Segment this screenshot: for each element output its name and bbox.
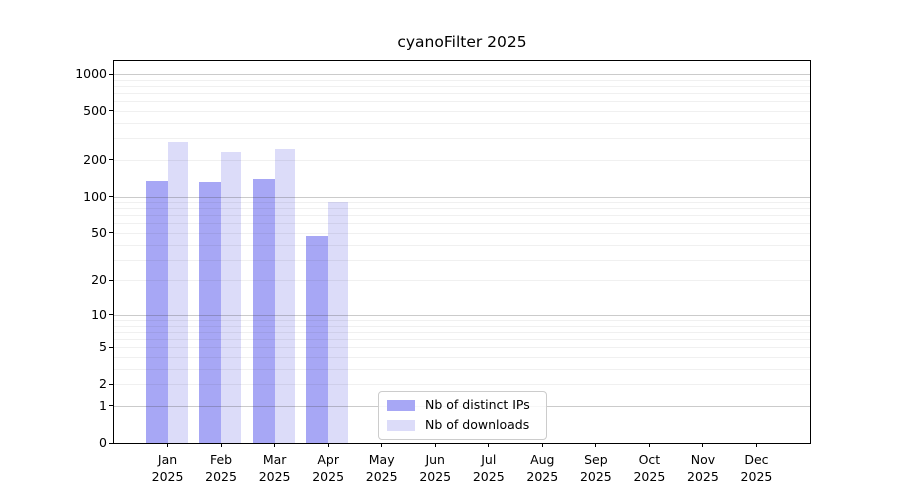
- y-tick-label: 5: [99, 339, 107, 355]
- x-tick: [274, 443, 276, 447]
- y-tick-label: 2: [99, 376, 107, 392]
- x-tick-label: Mar 2025: [258, 452, 291, 484]
- gridline: [114, 215, 810, 217]
- bar-nb-of-downloads-apr: [328, 202, 349, 443]
- x-tick-label: May 2025: [365, 452, 398, 484]
- legend: Nb of distinct IPs Nb of downloads: [378, 391, 547, 440]
- legend-label-downloads: Nb of downloads: [425, 417, 530, 432]
- y-tick-label: 1000: [75, 66, 107, 81]
- x-tick: [167, 443, 169, 447]
- x-tick-label: Feb 2025: [205, 452, 237, 484]
- gridline: [114, 202, 810, 204]
- x-tick-label: Jan 2025: [151, 452, 184, 484]
- gridline: [114, 138, 810, 140]
- y-tick: [109, 159, 113, 161]
- y-tick: [109, 196, 113, 197]
- gridline: [114, 85, 810, 87]
- gridline: [114, 93, 810, 95]
- y-tick: [109, 383, 113, 385]
- gridline: [114, 339, 810, 341]
- x-tick-label: Jul 2025: [472, 452, 505, 484]
- y-tick: [109, 73, 113, 75]
- gridline: [114, 159, 810, 161]
- gridline: [114, 347, 810, 349]
- y-tick-label: 50: [91, 224, 107, 240]
- gridline: [114, 208, 810, 210]
- x-tick: [648, 443, 650, 447]
- y-tick: [109, 314, 113, 316]
- y-tick-label: 200: [83, 151, 107, 167]
- x-tick: [595, 443, 597, 447]
- x-tick-label: Apr 2025: [312, 452, 345, 484]
- x-tick: [220, 443, 222, 447]
- bar-nb-of-downloads-jan: [167, 141, 188, 443]
- legend-entry-downloads: Nb of downloads: [387, 417, 536, 433]
- gridline: [114, 223, 810, 225]
- x-tick-label: Dec 2025: [740, 452, 773, 484]
- gridline: [114, 259, 810, 261]
- y-tick-label: 0: [99, 435, 107, 450]
- y-tick: [109, 405, 113, 407]
- bar-nb-of-distinct-ips-jan: [145, 180, 168, 443]
- x-tick-label: Oct 2025: [633, 452, 666, 484]
- x-tick: [541, 443, 543, 447]
- y-tick-label: 10: [91, 306, 107, 322]
- y-tick: [109, 442, 113, 444]
- y-tick-label: 100: [83, 188, 107, 204]
- y-tick-label: 1: [99, 397, 107, 413]
- y-tick-label: 500: [83, 102, 107, 118]
- x-tick-label: Jun 2025: [419, 452, 452, 484]
- gridline: [114, 314, 810, 316]
- x-tick: [755, 443, 757, 447]
- gridline: [114, 280, 810, 282]
- gridline: [114, 79, 810, 81]
- x-tick: [381, 443, 383, 447]
- y-tick: [109, 346, 113, 348]
- gridline: [114, 368, 810, 370]
- x-tick-label: Nov 2025: [687, 452, 719, 484]
- bar-nb-of-distinct-ips-apr: [306, 236, 329, 443]
- bar-nb-of-downloads-feb: [221, 152, 242, 443]
- gridline: [114, 357, 810, 359]
- y-tick-label: 20: [91, 272, 107, 288]
- bar-nb-of-distinct-ips-mar: [252, 179, 275, 443]
- x-tick: [488, 443, 490, 447]
- gridline: [114, 74, 810, 75]
- gridline: [114, 384, 810, 386]
- y-tick: [109, 110, 113, 112]
- bar-nb-of-downloads-mar: [274, 148, 295, 443]
- x-tick: [434, 443, 436, 447]
- y-tick: [109, 279, 113, 281]
- legend-swatch-distinct-ips: [387, 399, 415, 411]
- gridline: [114, 101, 810, 103]
- chart-title: cyanoFilter 2025: [397, 33, 527, 51]
- x-tick-label: Sep 2025: [579, 452, 612, 484]
- gridline: [114, 196, 810, 198]
- gridline: [114, 122, 810, 124]
- x-tick-label: Aug 2025: [526, 452, 559, 484]
- bar-nb-of-distinct-ips-feb: [199, 181, 222, 443]
- y-tick: [109, 232, 113, 234]
- gridline: [114, 244, 810, 246]
- gridline: [114, 325, 810, 327]
- gridline: [114, 331, 810, 333]
- x-tick: [702, 443, 704, 447]
- legend-label-distinct-ips: Nb of distinct IPs: [425, 397, 530, 412]
- gridline: [114, 110, 810, 112]
- x-tick: [327, 443, 329, 447]
- legend-swatch-downloads: [387, 419, 415, 431]
- gridline: [114, 232, 810, 234]
- legend-entry-distinct-ips: Nb of distinct IPs: [387, 397, 536, 413]
- gridline: [114, 320, 810, 322]
- plot-area: Nb of distinct IPs Nb of downloads 0 1 2 5 1…: [75, 60, 811, 484]
